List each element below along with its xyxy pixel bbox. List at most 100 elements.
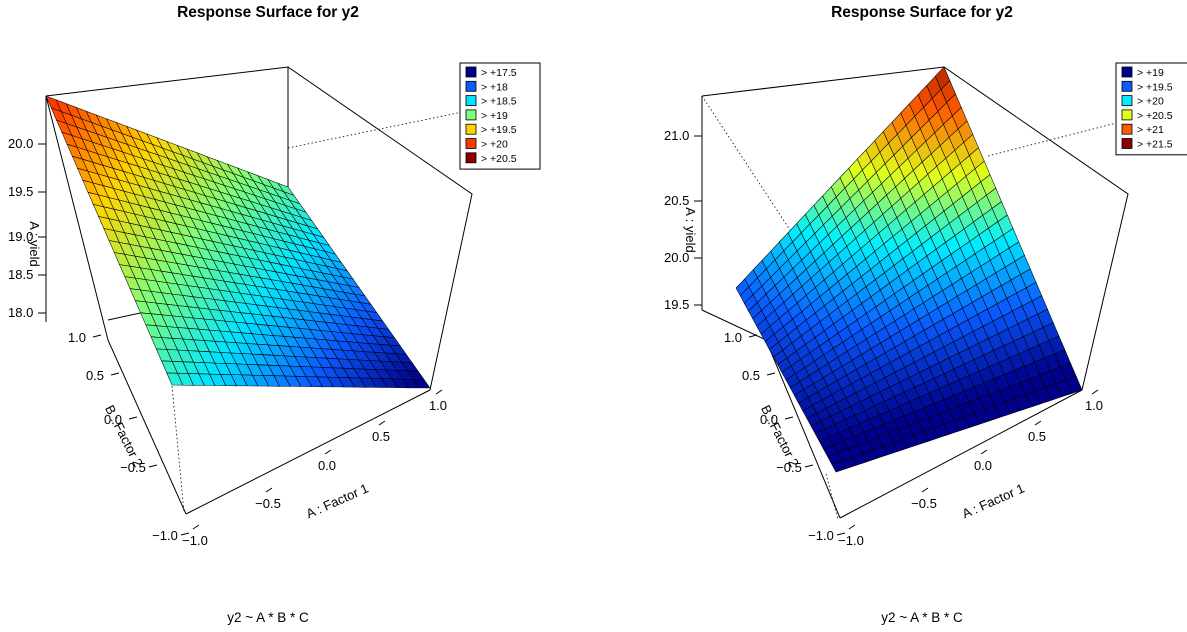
z-tick-label: 18.5 [8, 267, 33, 282]
chart-title: Response Surface for y2 [831, 4, 1013, 21]
legend-swatch [465, 123, 477, 135]
y-tick-mark [110, 372, 120, 376]
box-edge-back-diagonal [987, 119, 1129, 157]
box-edge-back-dotted [701, 95, 837, 301]
box-edge-top [45, 66, 473, 391]
z-tick-label: 19.0 [8, 229, 33, 244]
model-formula: y2 ~ A * B * C [881, 610, 963, 625]
y-tick-mark [148, 464, 158, 468]
y-tick-mark [836, 532, 846, 536]
z-tick-label: 19.5 [8, 184, 33, 199]
legend-entry: > +21.5 [1137, 139, 1173, 151]
z-tick-label: 19.5 [664, 297, 689, 312]
y-tick-label: 0.0 [760, 412, 778, 427]
box-edge-left-bottom [765, 339, 841, 519]
legend-swatch [1121, 66, 1133, 78]
y-tick-label: −1.0 [808, 528, 834, 543]
y-tick-label: 1.0 [724, 330, 742, 345]
x-tick-label: −0.5 [255, 496, 281, 511]
x-tick-mark [921, 487, 929, 493]
box-edge-front-dotted [825, 473, 839, 521]
legend-swatch [465, 95, 477, 106]
legend-swatch [465, 66, 477, 78]
y-tick-label: 0.5 [86, 368, 104, 383]
y-tick-label: 0.0 [104, 412, 122, 427]
y-tick-label: 0.5 [742, 368, 760, 383]
legend-entry: > +20 [1137, 96, 1164, 108]
x-tick-mark [435, 389, 443, 395]
chart-panel-right: Response Surface for y2 −1.0 −0.5 0.0 0.5 1.… [594, 0, 1187, 632]
legend-swatch [1121, 80, 1133, 92]
legend-swatch [465, 80, 477, 92]
x-tick-label: −1.0 [182, 533, 208, 548]
legend-entry: > +17.5 [481, 67, 517, 79]
legend-swatch [1121, 95, 1133, 106]
legend-swatch [1121, 109, 1133, 121]
x-tick-mark [1091, 389, 1099, 395]
x-tick-label: 1.0 [1085, 398, 1103, 413]
y-tick-mark [804, 464, 814, 468]
x-tick-mark [848, 524, 856, 530]
legend-entry: > +19 [481, 110, 508, 122]
z-tick-label: 20.0 [8, 136, 33, 151]
legend-swatch [1121, 123, 1133, 135]
x-tick-label: 1.0 [429, 398, 447, 413]
y-tick-label: −1.0 [152, 528, 178, 543]
legend-entry: > +21 [1137, 124, 1164, 136]
y-tick-mark [784, 416, 794, 420]
legend-entry: > +20.5 [481, 153, 517, 165]
x-tick-mark [192, 524, 200, 530]
y-tick-mark [128, 416, 138, 420]
y-tick-label: 1.0 [68, 330, 86, 345]
z-tick-label: 20.5 [664, 193, 689, 208]
box-edge-back-diagonal [287, 109, 473, 149]
box-edge-bottom-front [839, 389, 1083, 519]
legend-entry: > +18.5 [481, 96, 517, 108]
x-tick-mark [980, 449, 988, 455]
x-tick-label: 0.0 [318, 458, 336, 473]
z-tick-label: 18.0 [8, 305, 33, 320]
legend-entry: > +19.5 [481, 124, 517, 136]
box-edge-bottom-front [185, 389, 431, 515]
x-axis-label: A : Factor 1 [304, 481, 371, 522]
y-tick-label: −0.5 [120, 460, 146, 475]
chart-panel-left: Response Surface for y2 −1.0 −0.5 0.0 0.5 1.… [8, 4, 541, 625]
z-axis-label: A : yield [27, 221, 42, 267]
chart-title: Response Surface for y2 [177, 4, 359, 21]
legend-swatch [465, 109, 477, 121]
z-tick-label: 21.0 [664, 128, 689, 143]
model-formula: y2 ~ A * B * C [227, 610, 309, 625]
x-tick-label: 0.5 [372, 429, 390, 444]
y-tick-mark [92, 334, 102, 338]
response-surface-mesh [45, 95, 431, 389]
z-axis-label: A : yield [683, 207, 698, 253]
legend-entry: > +20.5 [1137, 110, 1173, 122]
z-tick-label: 20.0 [664, 250, 689, 265]
surface-facet [412, 379, 431, 389]
x-tick-label: 0.5 [1028, 429, 1046, 444]
box-edge-left [45, 95, 109, 341]
box-edge-left-bottom [107, 339, 187, 515]
response-surface-chart-2: Response Surface for y2 −1.0 −0.5 0.0 0.5 1.… [664, 4, 1187, 625]
legend-entry: > +20 [481, 139, 508, 151]
x-tick-mark [1034, 420, 1042, 426]
box-edge-front-dotted [171, 385, 185, 513]
x-tick-mark [378, 420, 386, 426]
legend-swatch [465, 138, 477, 149]
x-axis-label: A : Factor 1 [960, 481, 1027, 522]
response-surface-chart-1: Response Surface for y2 −1.0 −0.5 0.0 0.5 1.… [8, 4, 541, 625]
x-tick-label: 0.0 [974, 458, 992, 473]
y-tick-mark [180, 532, 190, 536]
legend-swatch [465, 152, 477, 164]
x-tick-label: −0.5 [911, 496, 937, 511]
y-tick-mark [766, 372, 776, 376]
legend-swatch [1121, 138, 1133, 149]
y-tick-mark [748, 334, 758, 338]
legend-entry: > +19.5 [1137, 81, 1173, 93]
surface-facet [1065, 376, 1083, 394]
y-tick-label: −0.5 [776, 460, 802, 475]
box-edge-top [701, 66, 1129, 391]
response-surface-mesh [735, 66, 1083, 473]
legend-entry: > +18 [481, 81, 508, 93]
x-tick-mark [324, 449, 332, 455]
